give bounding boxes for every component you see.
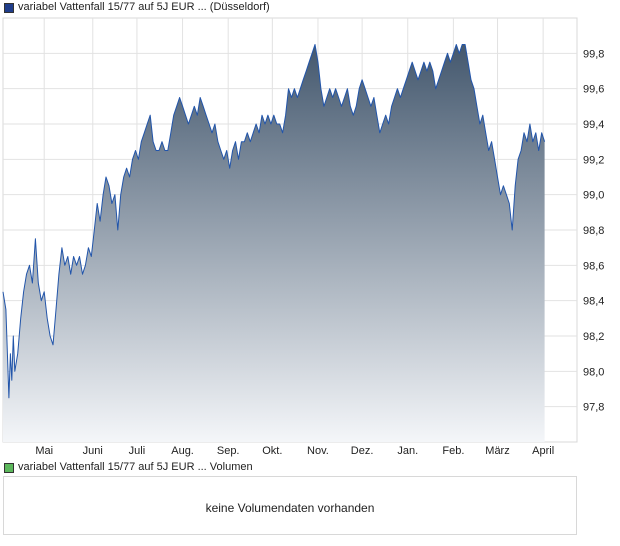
- y-tick-label: 99,0: [583, 190, 604, 202]
- y-tick-label: 97,8: [583, 402, 604, 414]
- legend-price: variabel Vattenfall 15/77 auf 5J EUR ...…: [4, 1, 270, 14]
- y-tick-label: 99,6: [583, 84, 604, 96]
- x-tick-label: Jan.: [397, 445, 418, 457]
- x-tick-label: März: [485, 445, 509, 457]
- y-tick-label: 98,0: [583, 366, 604, 378]
- y-tick-label: 98,8: [583, 225, 604, 237]
- y-tick-label: 98,4: [583, 296, 604, 308]
- x-tick-label: April: [532, 445, 554, 457]
- legend-volume: variabel Vattenfall 15/77 auf 5J EUR ...…: [4, 461, 253, 474]
- x-axis-ticks: Mai Juni Juli Aug. Sep. Okt. Nov. Dez. Jan. Feb. M…: [35, 445, 554, 457]
- x-tick-label: Juni: [83, 445, 103, 457]
- x-tick-label: Okt.: [262, 445, 282, 457]
- x-tick-label: Sep.: [217, 445, 240, 457]
- price-line: [2, 44, 546, 399]
- y-axis-ticks: 99,8 99,6 99,4 99,2 99,0 98,8 98,6 98,4 98,2 98,0…: [583, 48, 604, 413]
- x-tick-label: Dez.: [351, 445, 374, 457]
- x-tick-label: Juli: [129, 445, 146, 457]
- y-tick-label: 98,2: [583, 331, 604, 343]
- y-tick-label: 99,8: [583, 48, 604, 60]
- y-tick-label: 99,4: [583, 119, 604, 131]
- legend-volume-label: variabel Vattenfall 15/77 auf 5J EUR ...…: [18, 461, 253, 473]
- volume-empty-message: keine Volumendaten vorhanden: [205, 501, 375, 515]
- x-tick-label: Nov.: [307, 445, 329, 457]
- x-tick-label: Mai: [35, 445, 53, 457]
- price-area: [2, 44, 546, 442]
- legend-volume-swatch: [4, 462, 14, 473]
- x-tick-label: Feb.: [442, 445, 464, 457]
- legend-price-label: variabel Vattenfall 15/77 auf 5J EUR ...…: [18, 1, 270, 13]
- legend-price-swatch: [4, 2, 14, 13]
- y-tick-label: 98,6: [583, 260, 604, 272]
- volume-panel: keine Volumendaten vorhanden: [3, 476, 577, 535]
- y-tick-label: 99,2: [583, 154, 604, 166]
- x-tick-label: Aug.: [171, 445, 194, 457]
- price-area-fill: [3, 44, 545, 442]
